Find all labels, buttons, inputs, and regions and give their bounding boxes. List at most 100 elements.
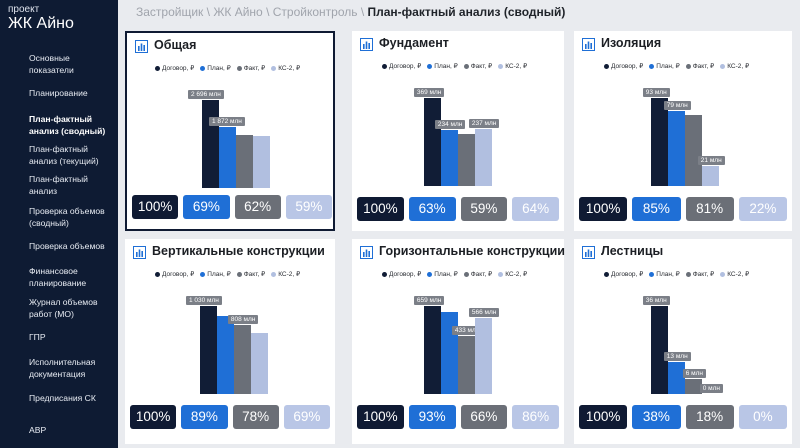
card-5[interactable]: Лестницы Договор, ₽ План, ₽ Факт, ₽ КС-2, ₽ 3…	[574, 239, 792, 444]
chart-bar[interactable]	[475, 129, 492, 186]
legend-item: КС-2, ₽	[271, 64, 300, 72]
percent-badge: 93%	[408, 405, 456, 429]
chart-bar[interactable]	[651, 98, 668, 186]
legend-item: Факт, ₽	[463, 270, 493, 278]
percent-badge: 66%	[460, 405, 508, 429]
legend-label: КС-2, ₽	[727, 271, 750, 278]
legend-item: КС-2, ₽	[720, 62, 749, 70]
chart-bar[interactable]	[458, 134, 475, 186]
card-title: Общая	[154, 38, 197, 52]
legend-label: КС-2, ₽	[278, 271, 301, 278]
legend-label: План, ₽	[434, 271, 458, 278]
legend-item: КС-2, ₽	[498, 62, 527, 70]
legend-item: Факт, ₽	[463, 62, 492, 70]
legend-swatch	[498, 271, 504, 277]
breadcrumb-link[interactable]: Застройщик	[136, 5, 204, 19]
chart-bar[interactable]	[236, 135, 253, 188]
chart-bar[interactable]	[424, 98, 441, 186]
percent-badge: 63%	[408, 197, 456, 221]
bar-chart-icon	[133, 246, 146, 259]
chart-bar[interactable]	[251, 333, 268, 394]
breadcrumb-link[interactable]: Стройконтроль	[272, 5, 358, 19]
percent-badge: 78%	[232, 405, 279, 429]
breadcrumb-separator: \	[262, 5, 273, 19]
legend-label: Договор, ₽	[162, 65, 195, 72]
chart-bar[interactable]	[702, 166, 719, 186]
legend-label: План, ₽	[656, 63, 680, 70]
legend-label: Факт, ₽	[470, 271, 493, 278]
percent-badge: 89%	[181, 405, 228, 429]
chart-bar[interactable]	[234, 324, 251, 394]
legend-swatch	[720, 271, 726, 277]
card-0[interactable]: Общая Договор, ₽ План, ₽ Факт, ₽ КС-2, ₽ 2 69…	[125, 31, 335, 231]
percent-badge: 62%	[234, 195, 281, 219]
legend-label: План, ₽	[207, 271, 231, 278]
card-title: Вертикальные конструкции	[152, 244, 325, 258]
chart-bar[interactable]	[668, 111, 685, 186]
sidebar-item-pfa-svodnyi[interactable]: План-фактный анализ (сводный)	[29, 114, 106, 136]
chart-legend: Договор, ₽ План, ₽ Факт, ₽ КС-2, ₽	[604, 62, 749, 70]
sidebar-item-zhurnal[interactable]: Журнал объемов работ (МО)	[29, 297, 98, 319]
sidebar-item-fin-plan[interactable]: Финансовое планирование	[29, 266, 87, 288]
chart-bar[interactable]	[441, 130, 458, 186]
card-4[interactable]: Горизонтальные конструкции Договор, ₽ План…	[352, 239, 565, 444]
legend-label: Договор, ₽	[389, 63, 422, 70]
legend-item: План, ₽	[427, 62, 458, 70]
chart-bar[interactable]	[202, 100, 219, 188]
chart-bar[interactable]	[441, 312, 458, 394]
card-title: Фундамент	[379, 36, 449, 50]
legend-swatch	[427, 63, 433, 69]
legend-swatch	[236, 271, 242, 277]
sidebar-item-osnovnye[interactable]: Основные показатели	[29, 53, 74, 75]
sidebar-item-pfa[interactable]: План-фактный анализ	[29, 174, 88, 196]
legend-swatch	[200, 65, 206, 71]
data-label: 433 млн	[451, 326, 483, 336]
chart-bar[interactable]	[458, 336, 475, 394]
percent-badge: 100%	[579, 405, 628, 429]
sidebar-item-predpisaniya[interactable]: Предписания СК	[29, 393, 96, 403]
sidebar-item-pfa-tekushchii[interactable]: План-фактный анализ (текущий)	[29, 144, 99, 166]
chart-bar[interactable]	[668, 362, 685, 394]
chart-bar[interactable]	[651, 306, 668, 394]
chart-bar[interactable]	[253, 136, 270, 188]
chart-legend: Договор, ₽ План, ₽ Факт, ₽ КС-2, ₽	[155, 64, 300, 72]
legend-label: КС-2, ₽	[727, 63, 750, 70]
card-1[interactable]: Фундамент Договор, ₽ План, ₽ Факт, ₽ КС-2, ₽…	[352, 31, 564, 231]
chart-bar[interactable]	[685, 115, 702, 186]
chart-bar[interactable]	[217, 315, 234, 394]
chart-bar[interactable]	[200, 306, 217, 394]
percent-badge: 69%	[283, 405, 330, 429]
legend-item: Факт, ₽	[685, 270, 714, 278]
percent-badge: 59%	[460, 197, 508, 221]
legend-label: План, ₽	[656, 271, 680, 278]
data-label: 1 030 млн	[185, 296, 222, 305]
chart-bar[interactable]	[685, 379, 702, 394]
card-3[interactable]: Вертикальные конструкции Договор, ₽ План, …	[125, 239, 335, 444]
legend-swatch	[382, 63, 387, 69]
data-label: 566 млн	[468, 308, 500, 318]
bar-chart-icon	[360, 246, 373, 259]
sidebar: проект ЖК Айно Основные показатели Планир…	[0, 0, 118, 448]
percent-badge: 22%	[738, 197, 787, 221]
percent-badge: 18%	[685, 405, 734, 429]
legend-item: Договор, ₽	[155, 64, 194, 72]
data-label: 79 млн	[663, 101, 691, 111]
sidebar-item-proverka-svodnyi[interactable]: Проверка объемов (сводный)	[29, 206, 105, 228]
sidebar-item-planirovanie[interactable]: Планирование	[29, 88, 88, 98]
sidebar-item-proverka[interactable]: Проверка объемов	[29, 241, 105, 251]
legend-swatch	[604, 271, 609, 277]
sidebar-item-gpr[interactable]: ГПР	[29, 332, 46, 342]
legend-item: План, ₽	[200, 270, 231, 278]
legend-swatch	[155, 65, 160, 71]
card-2[interactable]: Изоляция Договор, ₽ План, ₽ Факт, ₽ КС-2, ₽ 9…	[574, 31, 792, 231]
legend-label: КС-2, ₽	[505, 271, 528, 278]
chart-bar[interactable]	[475, 318, 492, 394]
breadcrumb-link[interactable]: ЖК Айно	[213, 5, 263, 19]
breadcrumb-separator: \	[357, 5, 368, 19]
data-label: 21 млн	[697, 156, 725, 166]
sidebar-item-avr[interactable]: АВР	[29, 425, 47, 435]
legend-swatch	[427, 271, 433, 277]
sidebar-item-ispoln-dok[interactable]: Исполнительная документация	[29, 357, 96, 379]
chart-bar[interactable]	[219, 126, 236, 188]
chart-bar[interactable]	[424, 306, 441, 394]
